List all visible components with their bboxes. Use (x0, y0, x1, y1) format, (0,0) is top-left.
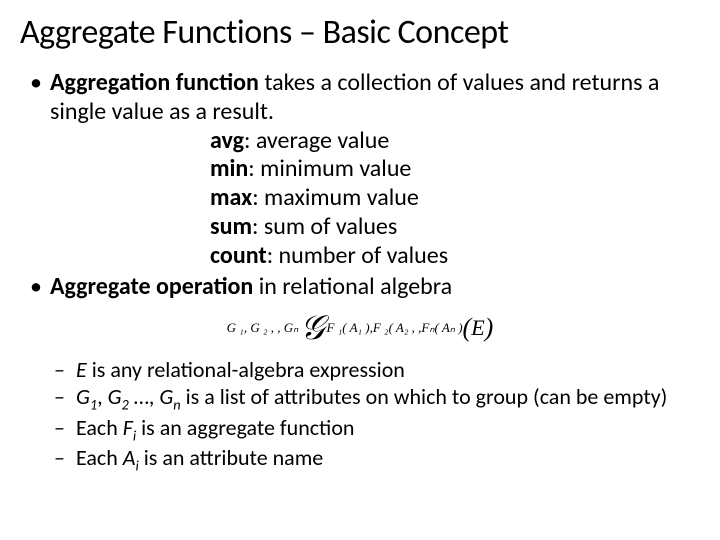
sub2-sn: n (173, 396, 180, 414)
bullet2-text: in relational algebra (253, 272, 452, 301)
avg-key: avg (210, 126, 244, 155)
sub1-text: is any relational-algebra expression (87, 356, 405, 383)
slide-title: Aggregate Functions – Basic Concept (20, 12, 700, 53)
script-g-icon: 𝒢 (300, 315, 324, 342)
func-count: count: number of values (210, 242, 700, 271)
sub2-c1: , (97, 383, 107, 410)
sum-key: sum (210, 212, 252, 241)
sub4-each: Each (76, 444, 123, 471)
func-avg: avg: average value (210, 127, 700, 156)
bold-term-1: Aggregation function (50, 68, 259, 97)
formula-e: E (471, 315, 484, 341)
min-key: min (210, 154, 248, 183)
formula-block: G ₁, G ₂ , , Gₙ 𝒢 F ₁( A₁ ),F ₂( A₂ , ,F… (20, 313, 700, 343)
sub2-g1: G (76, 383, 90, 410)
func-max: max: maximum value (210, 184, 700, 213)
formula-right-subscript: F ₁( A₁ ),F ₂( A₂ , ,Fₙ( Aₙ ) (327, 320, 463, 336)
sub2-g2: G (108, 383, 122, 410)
rparen: ) (485, 313, 494, 343)
function-definitions: avg: average value min: minimum value ma… (50, 127, 700, 271)
sub2-s2: 2 (122, 396, 129, 414)
avg-val: : average value (244, 126, 389, 155)
count-val: : number of values (267, 241, 448, 270)
sub2-gn: G (159, 383, 173, 410)
sub-bullets: E is any relational-algebra expression G… (20, 357, 700, 474)
lparen: ( (463, 313, 472, 343)
max-val: : maximum value (252, 183, 419, 212)
sub4-text: is an attribute name (139, 444, 323, 471)
bold-term-2: Aggregate operation (50, 272, 253, 301)
sub-a-attribute: Each Ai is an attribute name (76, 445, 700, 474)
func-min: min: minimum value (210, 155, 700, 184)
max-key: max (210, 183, 252, 212)
sub4-a: A (123, 444, 136, 471)
sub1-e: E (76, 356, 87, 383)
count-key: count (210, 241, 267, 270)
sub2-text: is a list of attributes on which to grou… (181, 383, 668, 410)
sub2-c2: …, (129, 383, 160, 410)
formula: G ₁, G ₂ , , Gₙ 𝒢 F ₁( A₁ ),F ₂( A₂ , ,F… (227, 313, 494, 343)
func-sum: sum: sum of values (210, 213, 700, 242)
sub-g-list: G1, G2 …, Gn is a list of attributes on … (76, 384, 700, 413)
sub3-each: Each (76, 414, 123, 441)
bullet-aggregate-operation: Aggregate operation in relational algebr… (50, 273, 700, 302)
sub-e-expression: E is any relational-algebra expression (76, 357, 700, 383)
bullet-aggregation-function: Aggregation function takes a collection … (50, 69, 700, 271)
formula-left-subscript: G ₁, G ₂ , , Gₙ (227, 320, 299, 336)
sum-val: : sum of values (252, 212, 397, 241)
min-val: : minimum value (248, 154, 411, 183)
main-bullets: Aggregation function takes a collection … (20, 69, 700, 301)
sub3-text: is an aggregate function (136, 414, 354, 441)
sub3-f: F (123, 414, 133, 441)
sub-f-function: Each Fi is an aggregate function (76, 415, 700, 444)
